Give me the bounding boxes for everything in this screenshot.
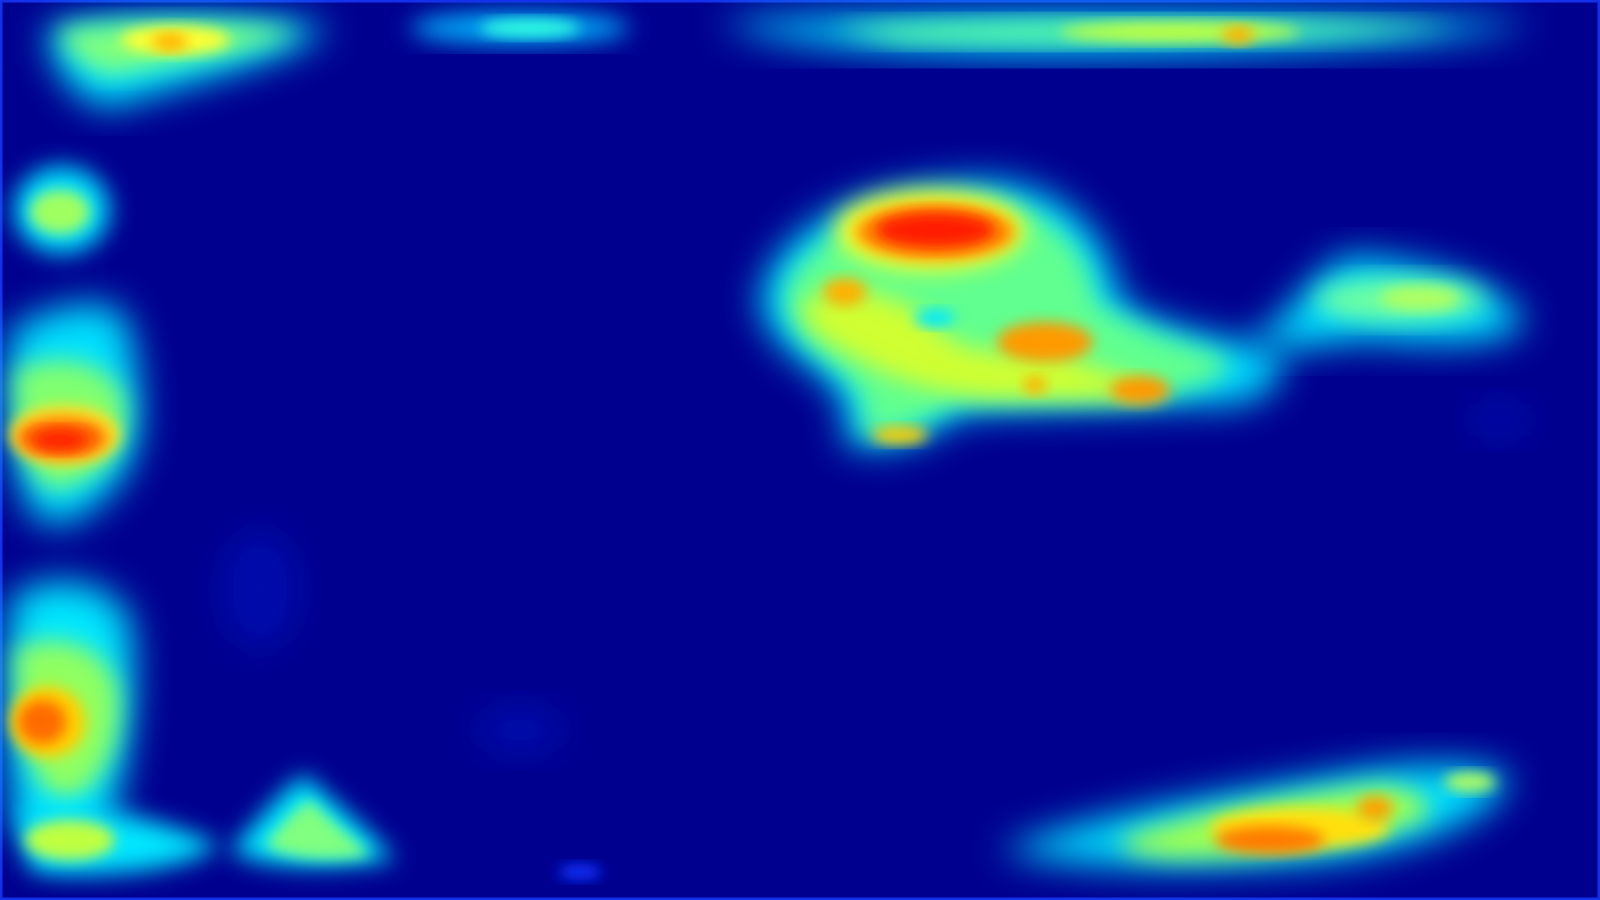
center-right-cluster <box>760 180 1282 449</box>
left-lower-blob <box>6 581 134 850</box>
top-center-streak <box>410 12 630 44</box>
bottom-left-spike <box>230 775 602 880</box>
faint-background-glow <box>220 400 1530 755</box>
left-middle-blob <box>8 303 141 525</box>
right-arm <box>1250 255 1525 348</box>
top-right-streak <box>720 12 1530 56</box>
top-left-streak <box>45 15 330 108</box>
left-upper-blob <box>14 166 110 254</box>
bottom-right-streak <box>1000 764 1510 868</box>
bottom-left-corner <box>20 806 220 875</box>
